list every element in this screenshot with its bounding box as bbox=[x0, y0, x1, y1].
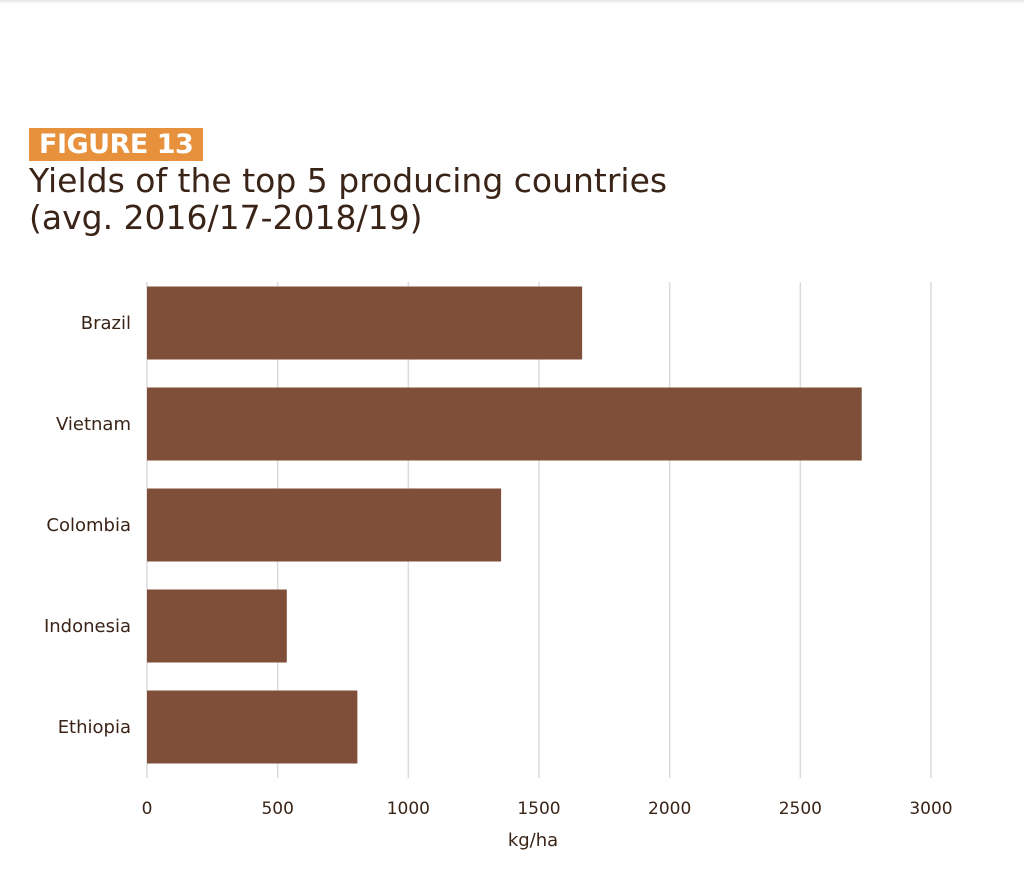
figure-badge: FIGURE 13 bbox=[29, 128, 204, 161]
bar-brazil bbox=[147, 286, 583, 360]
category-label-indonesia: Indonesia bbox=[44, 616, 131, 637]
x-tick-label-1500: 1500 bbox=[517, 799, 560, 819]
chart-title-line-1: Yields of the top 5 producing countries bbox=[29, 161, 668, 200]
label-layer: 0 500 1000 1500 2000 2500 3000 Brazil Vietnam Col… bbox=[44, 313, 953, 851]
bar-ethiopia bbox=[147, 690, 358, 764]
x-tick-label-2500: 2500 bbox=[779, 799, 822, 819]
bar-layer bbox=[147, 286, 862, 764]
category-label-colombia: Colombia bbox=[46, 515, 131, 536]
top-shadow bbox=[0, 0, 1024, 4]
bar-vietnam bbox=[147, 387, 862, 461]
category-label-ethiopia: Ethiopia bbox=[58, 717, 131, 738]
category-label-vietnam: Vietnam bbox=[56, 414, 131, 435]
x-tick-label-0: 0 bbox=[142, 799, 153, 819]
bar-colombia bbox=[147, 488, 502, 562]
bar-indonesia bbox=[147, 589, 287, 663]
x-tick-label-2000: 2000 bbox=[648, 799, 691, 819]
x-tick-label-500: 500 bbox=[261, 799, 293, 819]
category-label-brazil: Brazil bbox=[81, 313, 131, 334]
x-tick-label-3000: 3000 bbox=[909, 799, 952, 819]
chart-title: Yields of the top 5 producing countries … bbox=[29, 162, 929, 236]
x-axis-title: kg/ha bbox=[508, 830, 558, 851]
x-tick-label-1000: 1000 bbox=[387, 799, 430, 819]
chart-title-line-2: (avg. 2016/17-2018/19) bbox=[29, 198, 423, 237]
